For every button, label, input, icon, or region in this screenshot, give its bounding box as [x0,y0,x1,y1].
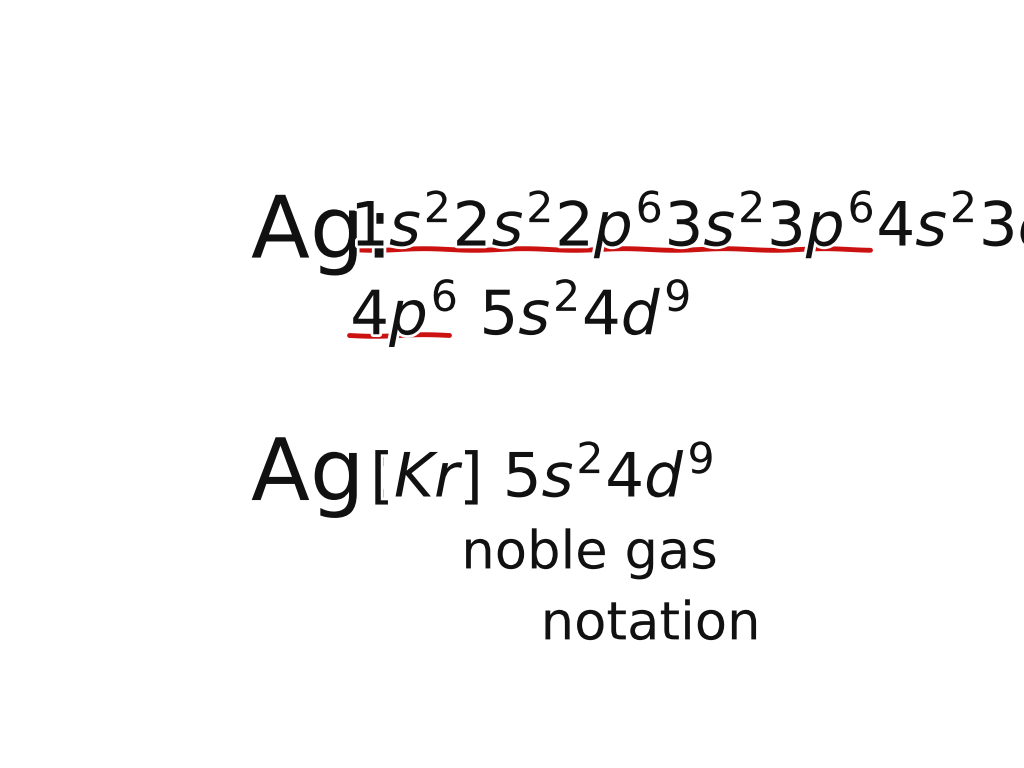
Text: Ag:: Ag: [251,193,393,276]
Text: Ag:: Ag: [251,435,393,518]
Text: noble gas: noble gas [461,528,718,579]
Text: notation: notation [541,598,760,650]
Text: $4p^6\ 5s^24d^9$: $4p^6\ 5s^24d^9$ [350,278,690,349]
Text: $[Kr]\ 5s^24d^9$: $[Kr]\ 5s^24d^9$ [370,443,714,510]
Text: $1s^22s^22p^63s^23p^64s^23d^{10}$: $1s^22s^22p^63s^23p^64s^23d^{10}$ [350,190,1024,261]
